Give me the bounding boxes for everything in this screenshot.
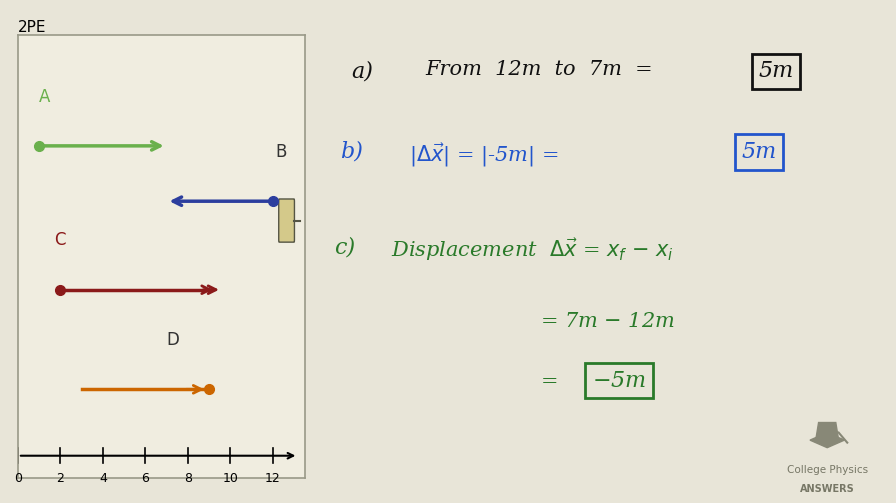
Polygon shape — [810, 433, 844, 448]
Text: A: A — [39, 88, 50, 106]
Text: c): c) — [334, 236, 355, 259]
Text: ANSWERS: ANSWERS — [800, 484, 855, 494]
Text: 12: 12 — [265, 472, 280, 485]
Text: 5m: 5m — [741, 141, 777, 163]
Text: b): b) — [340, 141, 363, 163]
Text: |$\Delta\vec{x}$| = |-5m| =: |$\Delta\vec{x}$| = |-5m| = — [409, 141, 558, 169]
Text: 4: 4 — [99, 472, 107, 485]
Polygon shape — [815, 423, 839, 440]
Text: =: = — [540, 372, 558, 391]
Text: $-$5m: $-$5m — [592, 370, 646, 392]
Text: 8: 8 — [184, 472, 192, 485]
Text: 10: 10 — [222, 472, 238, 485]
Text: 5m: 5m — [758, 60, 794, 82]
Text: 2PE: 2PE — [18, 20, 47, 35]
Text: 0: 0 — [14, 472, 22, 485]
Text: 6: 6 — [142, 472, 150, 485]
Text: Displacement  $\Delta\vec{x}$ = $x_f$ $-$ $x_i$: Displacement $\Delta\vec{x}$ = $x_f$ $-$… — [392, 236, 674, 263]
Text: From  12m  to  7m  =: From 12m to 7m = — [426, 60, 653, 79]
Text: D: D — [167, 331, 179, 349]
Text: 2: 2 — [56, 472, 65, 485]
Text: College Physics: College Physics — [787, 465, 867, 475]
Text: B: B — [275, 143, 287, 161]
Text: = 7m $-$ 12m: = 7m $-$ 12m — [540, 312, 676, 331]
Text: a): a) — [351, 60, 373, 82]
FancyBboxPatch shape — [279, 199, 295, 242]
Text: C: C — [54, 231, 65, 249]
